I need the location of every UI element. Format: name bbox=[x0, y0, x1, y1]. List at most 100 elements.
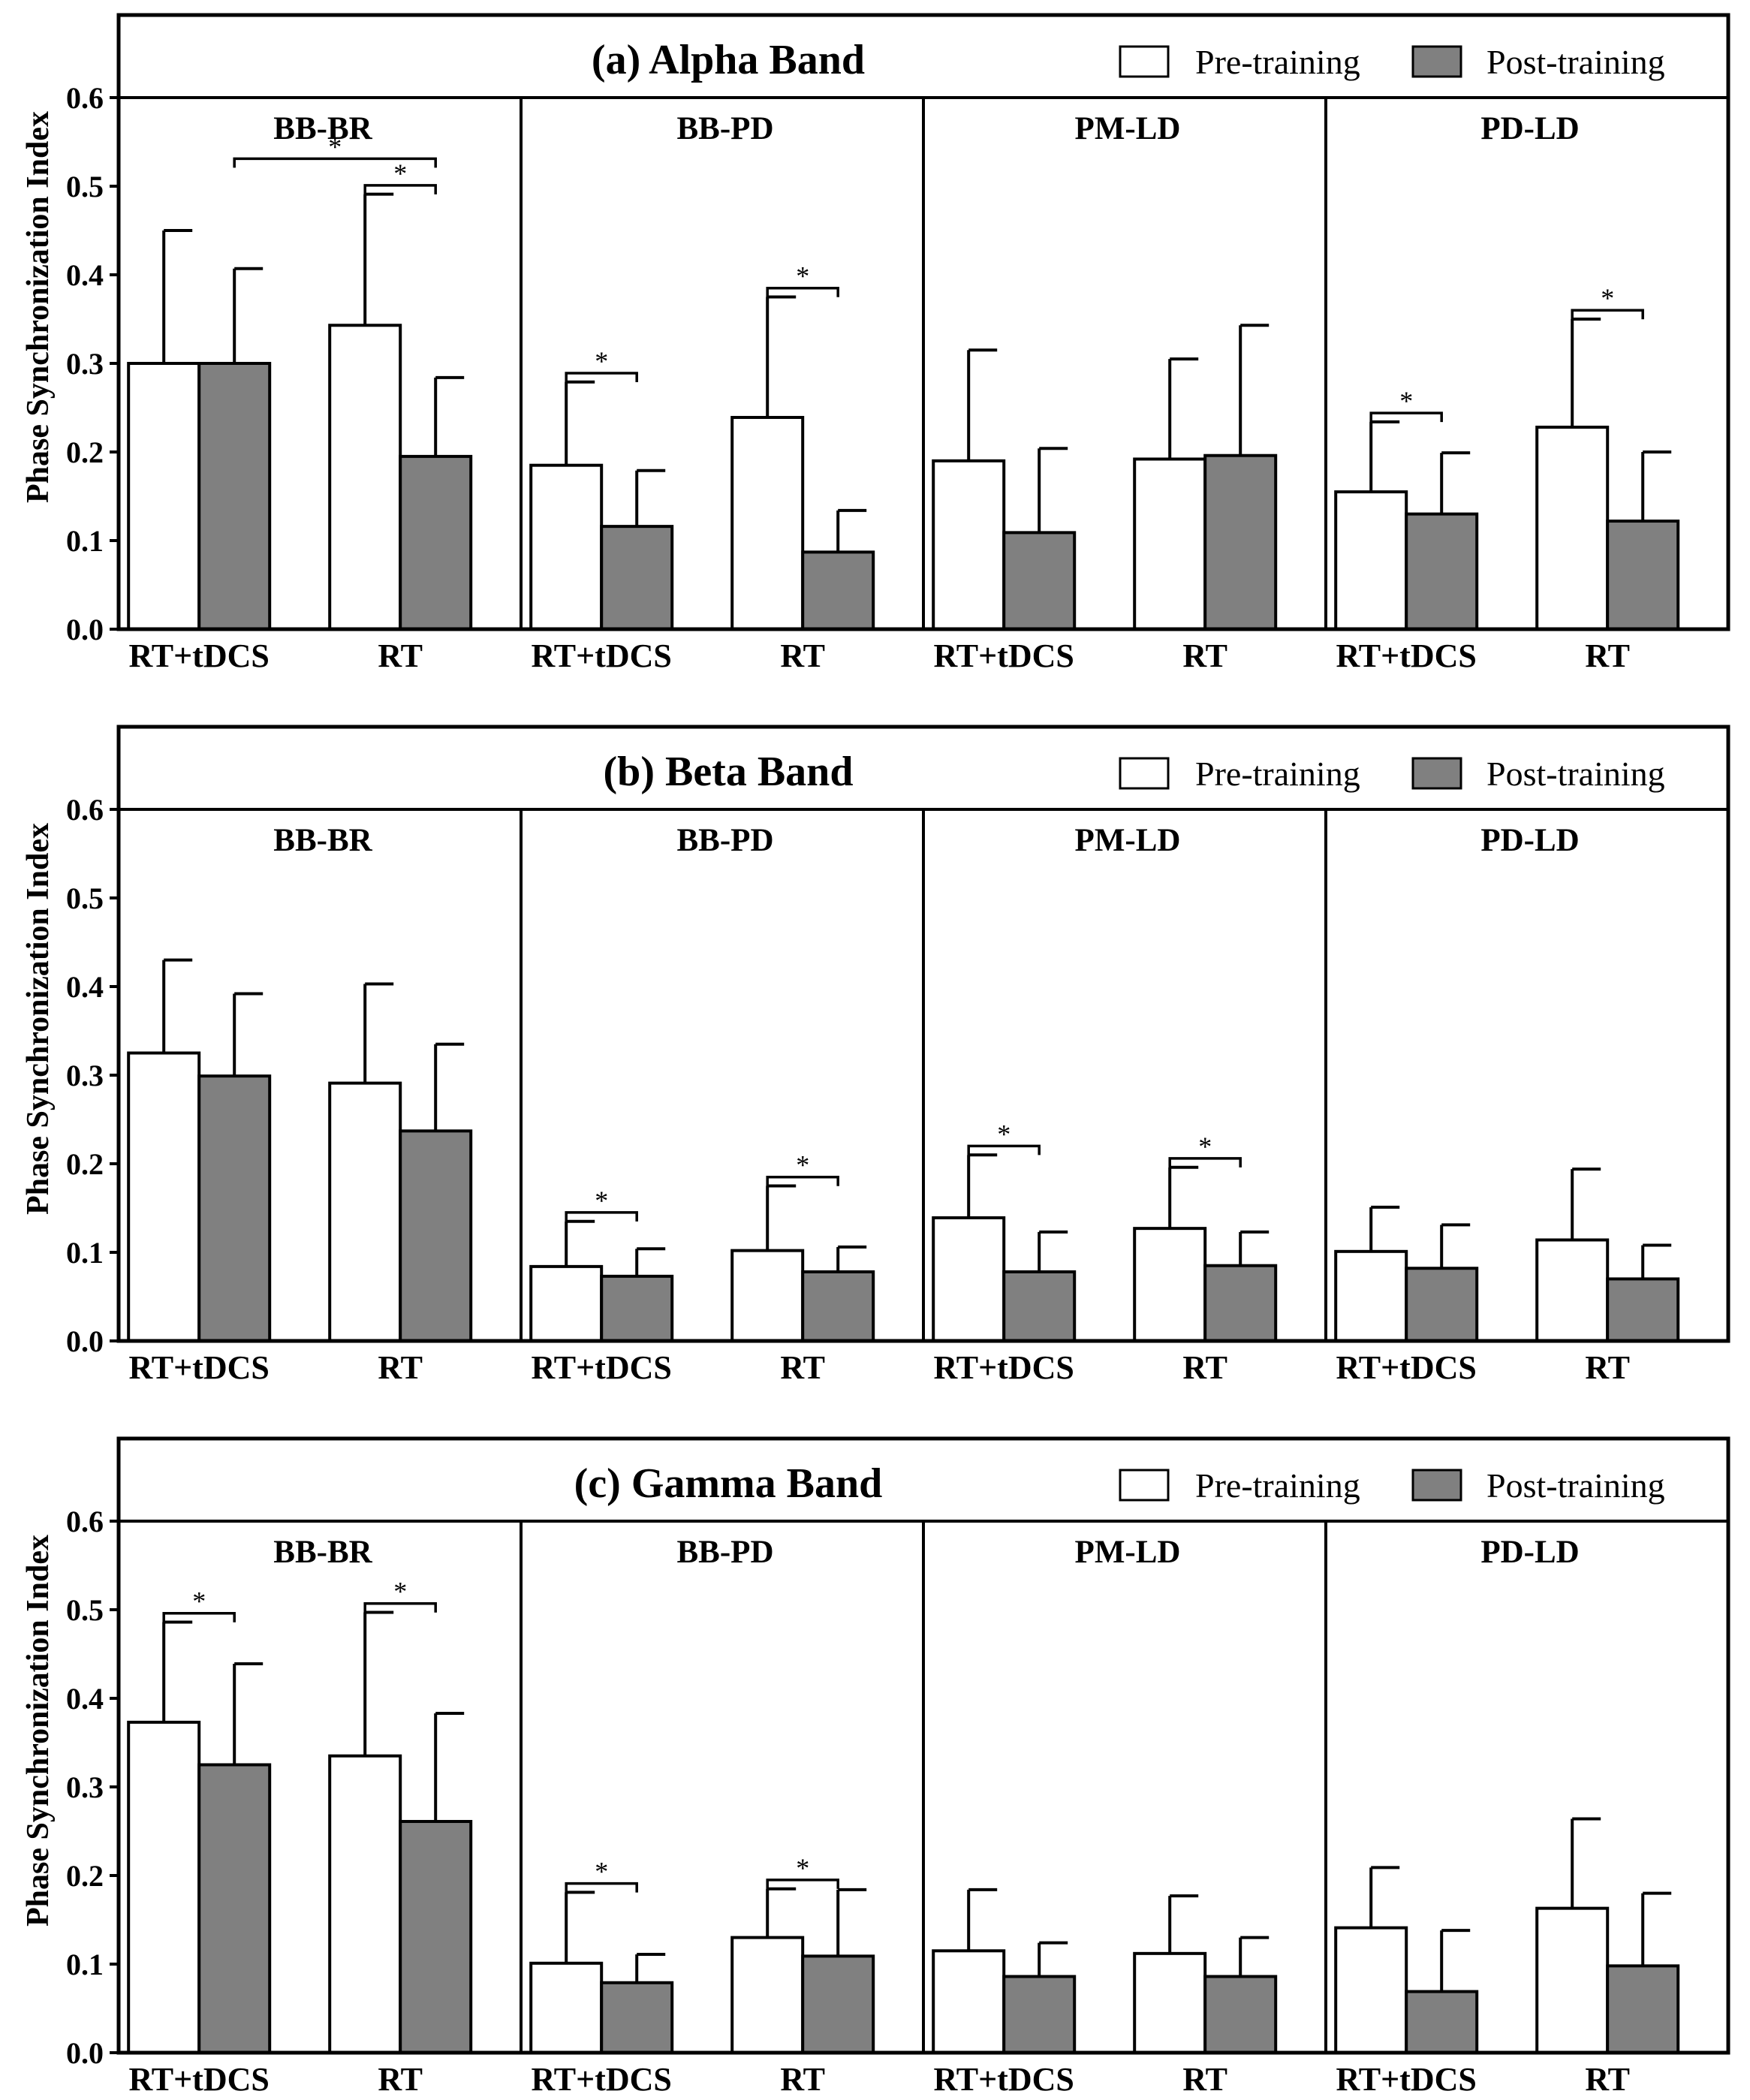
significance-marker: * bbox=[192, 1586, 206, 1616]
bar-post-rttdcs bbox=[197, 1074, 272, 1343]
condition-label: RT+tDCS bbox=[532, 637, 672, 674]
group-label: BB-BR bbox=[273, 111, 372, 146]
y-tick-label: 0.5 bbox=[66, 881, 104, 915]
condition-label: RT bbox=[780, 2061, 825, 2098]
bracket-line bbox=[162, 1611, 236, 1622]
condition-label: RT+tDCS bbox=[934, 2061, 1074, 2098]
legend-label-pre: Pre-training bbox=[1195, 755, 1360, 793]
bracket-line bbox=[1369, 411, 1443, 423]
significance-bracket: * bbox=[565, 1857, 638, 1893]
bar-post-rttdcs bbox=[600, 525, 674, 631]
bar-pre-rt bbox=[1535, 425, 1610, 631]
condition-label: RT bbox=[1585, 1349, 1630, 1386]
bracket-line bbox=[766, 1879, 839, 1889]
group-pm-ld: PM-LD RT+tDCS RT bbox=[932, 111, 1278, 674]
bar-pre-rt bbox=[328, 324, 402, 631]
significance-bracket: * bbox=[967, 1119, 1041, 1155]
bracket-line bbox=[766, 1175, 839, 1186]
y-axis-label: Phase Synchronization Index bbox=[21, 1535, 56, 1927]
bar-post-rttdcs bbox=[1002, 531, 1077, 631]
y-tick-label: 0.6 bbox=[66, 81, 104, 115]
group-label: PD-LD bbox=[1480, 111, 1579, 146]
significance-marker: * bbox=[796, 261, 809, 291]
significance-marker: * bbox=[1399, 386, 1413, 416]
bar-post-rttdcs bbox=[1405, 512, 1479, 631]
bracket-line bbox=[565, 1211, 638, 1222]
bar-post-rt bbox=[1606, 520, 1680, 631]
panel-1: (a) Alpha Band Pre-training Post-training 0… bbox=[21, 13, 1730, 674]
bar-post-rttdcs bbox=[1002, 1270, 1077, 1342]
condition-label: RT+tDCS bbox=[1336, 637, 1477, 674]
bracket-line bbox=[1168, 1157, 1242, 1168]
significance-marker: * bbox=[393, 158, 407, 188]
y-tick-label: 0.5 bbox=[66, 170, 104, 203]
bar-pre-rt bbox=[1133, 457, 1207, 631]
condition-label: RT bbox=[780, 1349, 825, 1386]
bar-post-rt bbox=[1203, 1264, 1278, 1342]
y-tick-label: 0.3 bbox=[66, 1770, 104, 1804]
group-bb-pd: BB-PD RT+tDCS RT bbox=[529, 823, 875, 1386]
bar-pre-rt bbox=[730, 415, 805, 631]
significance-bracket: * bbox=[363, 158, 437, 194]
group-bb-br: BB-BR RT+tDCS RT bbox=[127, 823, 473, 1386]
legend-label-post: Post-training bbox=[1486, 755, 1665, 793]
condition-label: RT bbox=[1182, 2061, 1227, 2098]
bar-pre-rttdcs bbox=[1334, 490, 1408, 631]
bar-pre-rttdcs bbox=[1334, 1249, 1408, 1342]
significance-bracket: * bbox=[766, 1853, 839, 1889]
significance-marker: * bbox=[393, 1577, 407, 1607]
group-label: BB-PD bbox=[677, 823, 774, 858]
bar-post-rt bbox=[1606, 1964, 1680, 2055]
bar-post-rt bbox=[1203, 1975, 1278, 2055]
condition-label: RT+tDCS bbox=[532, 2061, 672, 2098]
bar-pre-rttdcs bbox=[529, 1264, 604, 1343]
significance-bracket: * bbox=[1369, 386, 1443, 423]
bar-pre-rt bbox=[1535, 1906, 1610, 2054]
panel-title: (a) Alpha Band bbox=[592, 37, 865, 83]
bar-post-rt bbox=[1606, 1277, 1680, 1343]
bar-pre-rttdcs bbox=[127, 1720, 201, 2055]
bracket-line bbox=[967, 1144, 1041, 1155]
y-tick-label: 0.2 bbox=[66, 435, 104, 469]
panel-frame bbox=[116, 1436, 1730, 2055]
y-tick-label: 0.3 bbox=[66, 347, 104, 381]
group-bb-br: BB-BR RT+tDCS RT bbox=[127, 111, 473, 674]
group-label: BB-BR bbox=[273, 1535, 372, 1570]
y-tick-label: 0.4 bbox=[66, 970, 104, 1004]
condition-label: RT bbox=[1182, 1349, 1227, 1386]
bar-pre-rttdcs bbox=[529, 1961, 604, 2055]
bar-pre-rt bbox=[1535, 1238, 1610, 1342]
y-tick-label: 0.0 bbox=[66, 613, 104, 646]
panel-2: (b) Beta Band Pre-training Post-training 0.… bbox=[21, 725, 1730, 1386]
condition-label: RT+tDCS bbox=[1336, 1349, 1477, 1386]
significance-bracket: * bbox=[1168, 1131, 1242, 1168]
group-bb-pd: BB-PD RT+tDCS RT bbox=[529, 1535, 875, 2098]
legend-label-post: Post-training bbox=[1486, 43, 1665, 81]
significance-marker: * bbox=[595, 1857, 608, 1887]
group-pd-ld: PD-LD RT+tDCS RT bbox=[1334, 1535, 1680, 2098]
bracket-line bbox=[565, 372, 638, 382]
significance-marker: * bbox=[1198, 1131, 1212, 1161]
bar-post-rttdcs bbox=[197, 362, 272, 631]
bracket-line bbox=[565, 1882, 638, 1893]
significance-marker: * bbox=[997, 1119, 1011, 1149]
legend-label-pre: Pre-training bbox=[1195, 1466, 1360, 1505]
condition-label: RT+tDCS bbox=[934, 1349, 1074, 1386]
condition-label: RT bbox=[378, 1349, 423, 1386]
bar-post-rttdcs bbox=[1405, 1267, 1479, 1342]
bar-post-rt bbox=[801, 550, 875, 631]
condition-label: RT bbox=[1182, 637, 1227, 674]
bar-post-rt bbox=[801, 1954, 875, 2054]
y-tick-label: 0.2 bbox=[66, 1147, 104, 1181]
condition-label: RT bbox=[780, 637, 825, 674]
bar-post-rt bbox=[399, 1129, 473, 1342]
legend-label-post: Post-training bbox=[1486, 1466, 1665, 1505]
bar-post-rttdcs bbox=[1405, 1990, 1479, 2055]
panel-frame bbox=[116, 725, 1730, 1343]
y-tick-label: 0.0 bbox=[66, 1324, 104, 1358]
bar-post-rt bbox=[399, 1820, 473, 2055]
bar-post-rt bbox=[801, 1270, 875, 1342]
y-tick-label: 0.5 bbox=[66, 1593, 104, 1627]
group-label: PM-LD bbox=[1075, 111, 1181, 146]
